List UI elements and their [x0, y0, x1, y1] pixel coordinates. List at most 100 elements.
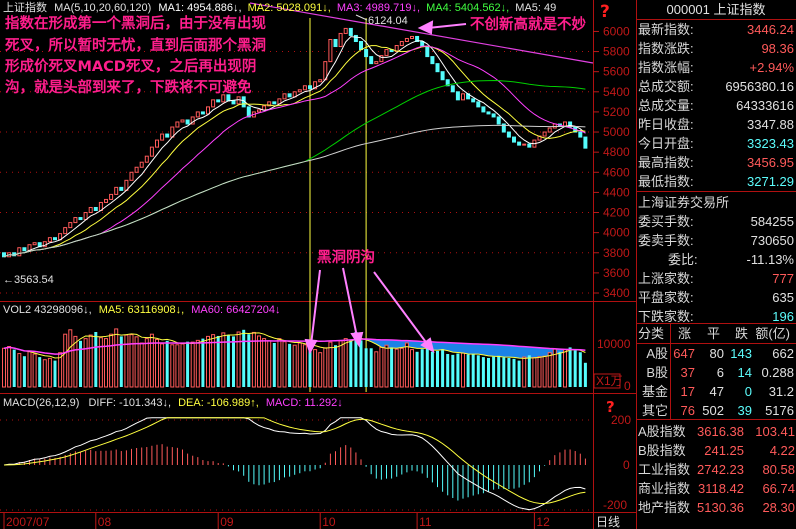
- candle: [195, 111, 200, 118]
- candle: [522, 143, 527, 146]
- quote-label: 总成交量:: [638, 98, 694, 113]
- volume-bar: [451, 354, 455, 387]
- breadth-cell: 0.288: [761, 365, 794, 380]
- index-change: 28.30: [762, 500, 795, 515]
- candle: [547, 127, 552, 133]
- volume-bar: [425, 347, 429, 387]
- date-tick: 11: [419, 515, 432, 529]
- date-tick: 09: [220, 515, 234, 529]
- volume-bar: [247, 334, 251, 387]
- volume-bar: [349, 339, 353, 387]
- order-value: 584255: [751, 214, 794, 229]
- breadth-cell: 37: [681, 365, 695, 380]
- quote-label: 最高指数:: [638, 155, 694, 170]
- volume-bar: [343, 338, 348, 388]
- date-tick: 12: [536, 515, 550, 529]
- volume-bar: [144, 338, 149, 388]
- candle: [440, 71, 445, 81]
- candle: [47, 237, 52, 243]
- volume-bar: [180, 343, 185, 388]
- order-label: 委比:: [668, 252, 698, 267]
- svg-text:MACD(26,12,9) DIFF: -101.3: MACD(26,12,9) DIFF: -101.343↓, DEA: -106…: [3, 397, 343, 409]
- candle: [175, 121, 180, 128]
- volume-bar: [129, 334, 134, 388]
- breadth-header: 平: [707, 326, 720, 341]
- volume-bar: [390, 347, 394, 387]
- macd-value: MACD: 11.292↓: [266, 397, 343, 409]
- order-value: -11.13%: [747, 252, 795, 267]
- candle: [399, 41, 404, 47]
- macd-dea-line: [3, 417, 586, 504]
- volume-bar: [186, 341, 190, 387]
- candle: [32, 242, 37, 246]
- svg-text:VOL2 43298096↓, MA5: 63116: VOL2 43298096↓, MA5: 63116908↓, MA60: 66…: [3, 304, 281, 316]
- candle: [267, 101, 272, 107]
- volume-bar: [47, 357, 52, 388]
- candle: [481, 106, 486, 113]
- volume-bar: [206, 335, 210, 388]
- candle: [501, 123, 506, 133]
- volume-bar: [79, 340, 82, 387]
- volume-bar: [155, 338, 159, 388]
- candle: [404, 37, 409, 42]
- volume-bar: [334, 345, 337, 387]
- candle: [297, 89, 302, 93]
- volume-bar: [32, 353, 37, 388]
- candle: [583, 136, 588, 149]
- macd-help-icon[interactable]: ?: [606, 398, 615, 416]
- candle: [180, 119, 185, 123]
- hole-area: [361, 338, 565, 359]
- candle: [338, 32, 343, 48]
- candle: [410, 35, 414, 39]
- volume-bar: [441, 349, 445, 387]
- index-change: 103.41: [755, 424, 795, 439]
- period-label[interactable]: 日线: [596, 515, 620, 529]
- breadth-header: 分类: [638, 326, 664, 341]
- volume-bar: [308, 345, 312, 387]
- volume-bar: [399, 347, 404, 388]
- volume-bar: [288, 343, 292, 387]
- candle: [282, 93, 287, 100]
- candle: [552, 123, 557, 129]
- volume-bar: [568, 347, 572, 387]
- candle: [374, 61, 379, 65]
- volume-bar: [17, 353, 22, 388]
- candle: [384, 49, 389, 57]
- volume-bar: [487, 357, 490, 387]
- ma-line-60: [3, 79, 586, 258]
- candle: [435, 63, 440, 73]
- ma3-value: MA3: 4989.719↓,: [337, 2, 420, 14]
- candle: [578, 131, 583, 138]
- quote-value: 3347.88: [747, 117, 794, 132]
- volume-bar: [359, 340, 363, 387]
- ma-lines: [3, 36, 586, 258]
- ma-line-5: [3, 36, 586, 258]
- macd-plot: [3, 417, 586, 511]
- quote-label: 今日开盘:: [638, 136, 694, 151]
- price-tick: 5400: [603, 85, 630, 99]
- volume-bar: [42, 359, 47, 388]
- price-axis: 6000 5800 5600 5400 5200 5000 4800 4600 4400 4200…: [593, 24, 630, 300]
- annotation-line: 死叉，所以暂时无忧，直到后面那个黑洞: [5, 36, 266, 54]
- help-icon[interactable]: ?: [600, 2, 610, 22]
- macd-diff-value: DIFF: -101.343↓,: [88, 397, 171, 409]
- candle: [63, 227, 68, 235]
- quote-label: 指数涨幅:: [638, 60, 694, 75]
- breadth-header: 额(亿): [755, 326, 790, 341]
- index-value: 2742.23: [697, 462, 744, 477]
- candle: [527, 143, 532, 148]
- order-label: 平盘家数:: [638, 290, 694, 305]
- volume-bar: [384, 344, 389, 388]
- candle: [272, 101, 277, 105]
- breadth-cell: 31.2: [769, 384, 794, 399]
- macd-diff-line: [3, 417, 586, 511]
- candle: [129, 171, 134, 181]
- volume-bar: [563, 349, 567, 388]
- volume-bar: [262, 338, 267, 388]
- order-label: 上涨家数:: [638, 271, 694, 286]
- volume-bar: [338, 340, 343, 388]
- order-value: 196: [772, 309, 794, 324]
- candle: [109, 193, 114, 200]
- candle: [318, 79, 323, 83]
